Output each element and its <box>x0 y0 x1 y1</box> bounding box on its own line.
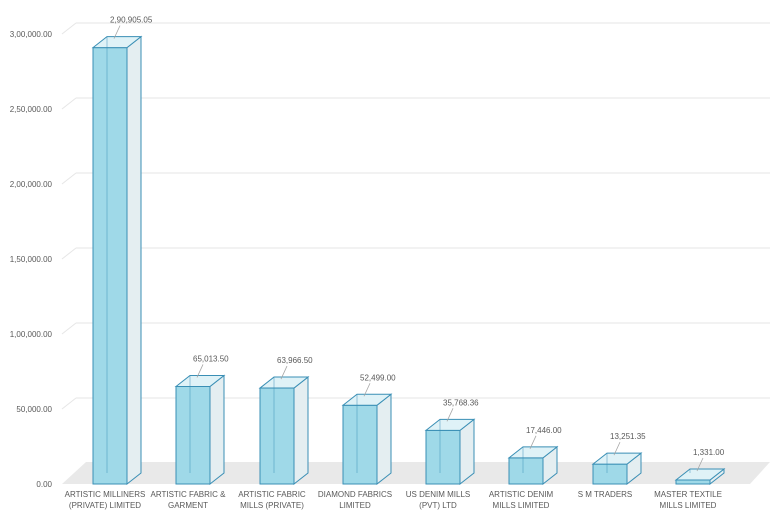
bar-front-face <box>342 404 378 485</box>
bar-front-face <box>259 387 295 485</box>
y-tick-label: 2,50,000.00 <box>10 105 53 114</box>
category-label-line: S M TRADERS <box>578 490 633 499</box>
category-label: MASTER TEXTILE MILLS LIMITED <box>654 490 722 510</box>
category-label: ARTISTIC DENIM MILLS LIMITED <box>489 490 554 510</box>
data-label: 2,90,905.05 <box>110 16 153 25</box>
category-label-line: MILLS LIMITED <box>660 501 717 510</box>
bar-top-face <box>174 374 226 387</box>
category-label: US DENIM MILLS (PVT) LTD <box>406 490 470 510</box>
data-label-leader <box>363 383 371 397</box>
y-tick-label: 3,00,000.00 <box>10 30 53 39</box>
gridline-diagonal <box>61 397 77 410</box>
bar <box>91 35 143 486</box>
data-label: 35,768.36 <box>443 398 479 407</box>
bar-front-face <box>92 47 128 485</box>
bar <box>424 418 476 486</box>
bar-front-face <box>425 429 461 485</box>
bar <box>674 467 726 486</box>
data-label-leader <box>613 441 621 456</box>
y-tick-label: 50,000.00 <box>16 405 52 414</box>
data-label: 63,966.50 <box>277 356 313 365</box>
gridline-diagonal <box>61 22 77 35</box>
labels-layer: 0.00 50,000.00 1,00,000.00 1,50,000.00 2,00,… <box>10 16 725 510</box>
bar-front-face <box>508 457 544 485</box>
data-label-leader <box>529 435 537 449</box>
bar-side-face <box>293 376 309 486</box>
bar <box>507 445 559 486</box>
data-label-leader <box>113 25 121 39</box>
bar-top-face <box>591 452 643 465</box>
data-label-leader <box>280 365 288 380</box>
bar-side-face <box>209 374 225 486</box>
y-tick-label: 2,00,000.00 <box>10 180 53 189</box>
bar-side-face <box>126 35 142 486</box>
category-label-line: (PRIVATE) LIMITED <box>69 501 141 510</box>
category-label: DIAMOND FABRICS LIMITED <box>318 490 392 510</box>
gridline-diagonal <box>61 322 77 335</box>
data-label: 17,446.00 <box>526 426 562 435</box>
category-label: ARTISTIC MILLINERS (PRIVATE) LIMITED <box>65 490 146 510</box>
data-label-leader <box>196 364 204 378</box>
bar-side-face <box>376 393 392 486</box>
gridline-diagonal <box>61 247 77 260</box>
bar-top-face <box>507 446 559 459</box>
bar <box>258 376 310 486</box>
bar-top-face <box>341 393 393 406</box>
bar-front-face <box>592 463 628 485</box>
y-tick-label: 1,50,000.00 <box>10 255 53 264</box>
bar-top-face <box>258 376 310 389</box>
chart-floor <box>62 462 770 484</box>
y-tick-label: 1,00,000.00 <box>10 330 53 339</box>
bar-top-face <box>91 36 143 49</box>
data-label: 52,499.00 <box>360 373 396 382</box>
bar <box>174 374 226 486</box>
category-label: ARTISTIC FABRIC MILLS (PRIVATE) <box>238 490 306 510</box>
data-label-leader <box>446 408 454 422</box>
category-label: S M TRADERS <box>578 490 633 499</box>
bar-front-face <box>675 479 711 485</box>
bar-top-face <box>424 418 476 431</box>
grid-layer <box>61 22 770 410</box>
category-label-line: (PVT) LTD <box>419 501 457 510</box>
category-label-line: LIMITED <box>339 501 371 510</box>
category-label-line: ARTISTIC MILLINERS <box>65 490 146 499</box>
category-label-line: ARTISTIC DENIM <box>489 490 554 499</box>
y-tick-label: 0.00 <box>36 480 52 489</box>
bar-front-face <box>175 385 211 485</box>
category-label: ARTISTIC FABRIC & GARMENT <box>151 490 227 510</box>
data-label: 13,251.35 <box>610 432 646 441</box>
category-label-line: ARTISTIC FABRIC & <box>151 490 227 499</box>
gridline-diagonal <box>61 97 77 110</box>
bar <box>341 393 393 486</box>
category-label-line: GARMENT <box>168 501 208 510</box>
category-label-line: MASTER TEXTILE <box>654 490 722 499</box>
data-label: 65,013.50 <box>193 354 229 363</box>
data-label: 1,331.00 <box>693 448 725 457</box>
floor-plane <box>62 462 770 484</box>
category-label-line: ARTISTIC FABRIC <box>238 490 306 499</box>
category-label-line: DIAMOND FABRICS <box>318 490 392 499</box>
bar <box>591 452 643 486</box>
data-label-leader <box>696 457 704 472</box>
category-label-line: MILLS LIMITED <box>493 501 550 510</box>
category-label-line: US DENIM MILLS <box>406 490 470 499</box>
bar-top-face <box>674 468 726 481</box>
gridline-diagonal <box>61 172 77 185</box>
bars-layer <box>91 35 726 486</box>
category-label-line: MILLS (PRIVATE) <box>240 501 304 510</box>
